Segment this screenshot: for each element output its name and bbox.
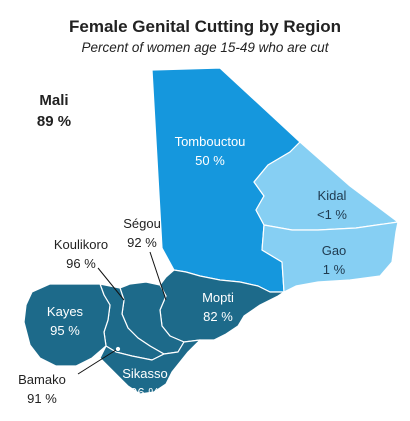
label-mopti: Mopti 82 %: [190, 288, 246, 326]
region-name: Bamako: [18, 372, 66, 387]
region-bamako[interactable]: [114, 345, 122, 353]
label-tombouctou: Tombouctou 50 %: [172, 132, 248, 170]
label-segou: Ségou 92 %: [113, 214, 171, 252]
bamako-leader-line: [77, 349, 117, 375]
region-name: Kidal: [317, 188, 347, 203]
region-value: 96 %: [130, 385, 160, 400]
region-value: 95 %: [50, 323, 80, 338]
label-koulikoro: Koulikoro 96 %: [40, 235, 122, 273]
region-name: Koulikoro: [53, 237, 109, 252]
label-gao: Gao 1 %: [310, 241, 358, 279]
label-bamako: Bamako 91 %: [6, 370, 78, 408]
country-name: Mali: [39, 92, 69, 109]
country-value: 89 %: [36, 113, 72, 130]
region-name: Tombouctou: [174, 134, 246, 149]
label-kidal: Kidal <1 %: [304, 186, 360, 224]
region-value: <1 %: [317, 207, 347, 222]
region-name: Mopti: [202, 290, 234, 305]
region-value: 91 %: [27, 391, 57, 406]
segou-leader-line: [149, 251, 167, 301]
region-gao[interactable]: [261, 221, 399, 293]
region-value: 96 %: [66, 256, 96, 271]
region-value: 50 %: [195, 153, 225, 168]
national-summary: Mali 89 %: [14, 90, 94, 132]
region-value: 92 %: [127, 235, 157, 250]
map-subtitle: Percent of women age 15-49 who are cut: [81, 40, 329, 55]
region-name: Gao: [321, 243, 347, 258]
label-kayes: Kayes 95 %: [38, 302, 92, 340]
region-sikasso[interactable]: [99, 339, 201, 395]
region-name: Kayes: [46, 304, 84, 319]
region-name: Ségou: [123, 216, 161, 231]
region-name: Sikasso: [122, 366, 168, 381]
region-value: 82 %: [203, 309, 233, 324]
koulikoro-leader-line: [97, 267, 125, 301]
region-value: 1 %: [322, 262, 346, 277]
label-sikasso: Sikasso 96 %: [114, 364, 176, 402]
map-title: Female Genital Cutting by Region: [68, 17, 342, 36]
